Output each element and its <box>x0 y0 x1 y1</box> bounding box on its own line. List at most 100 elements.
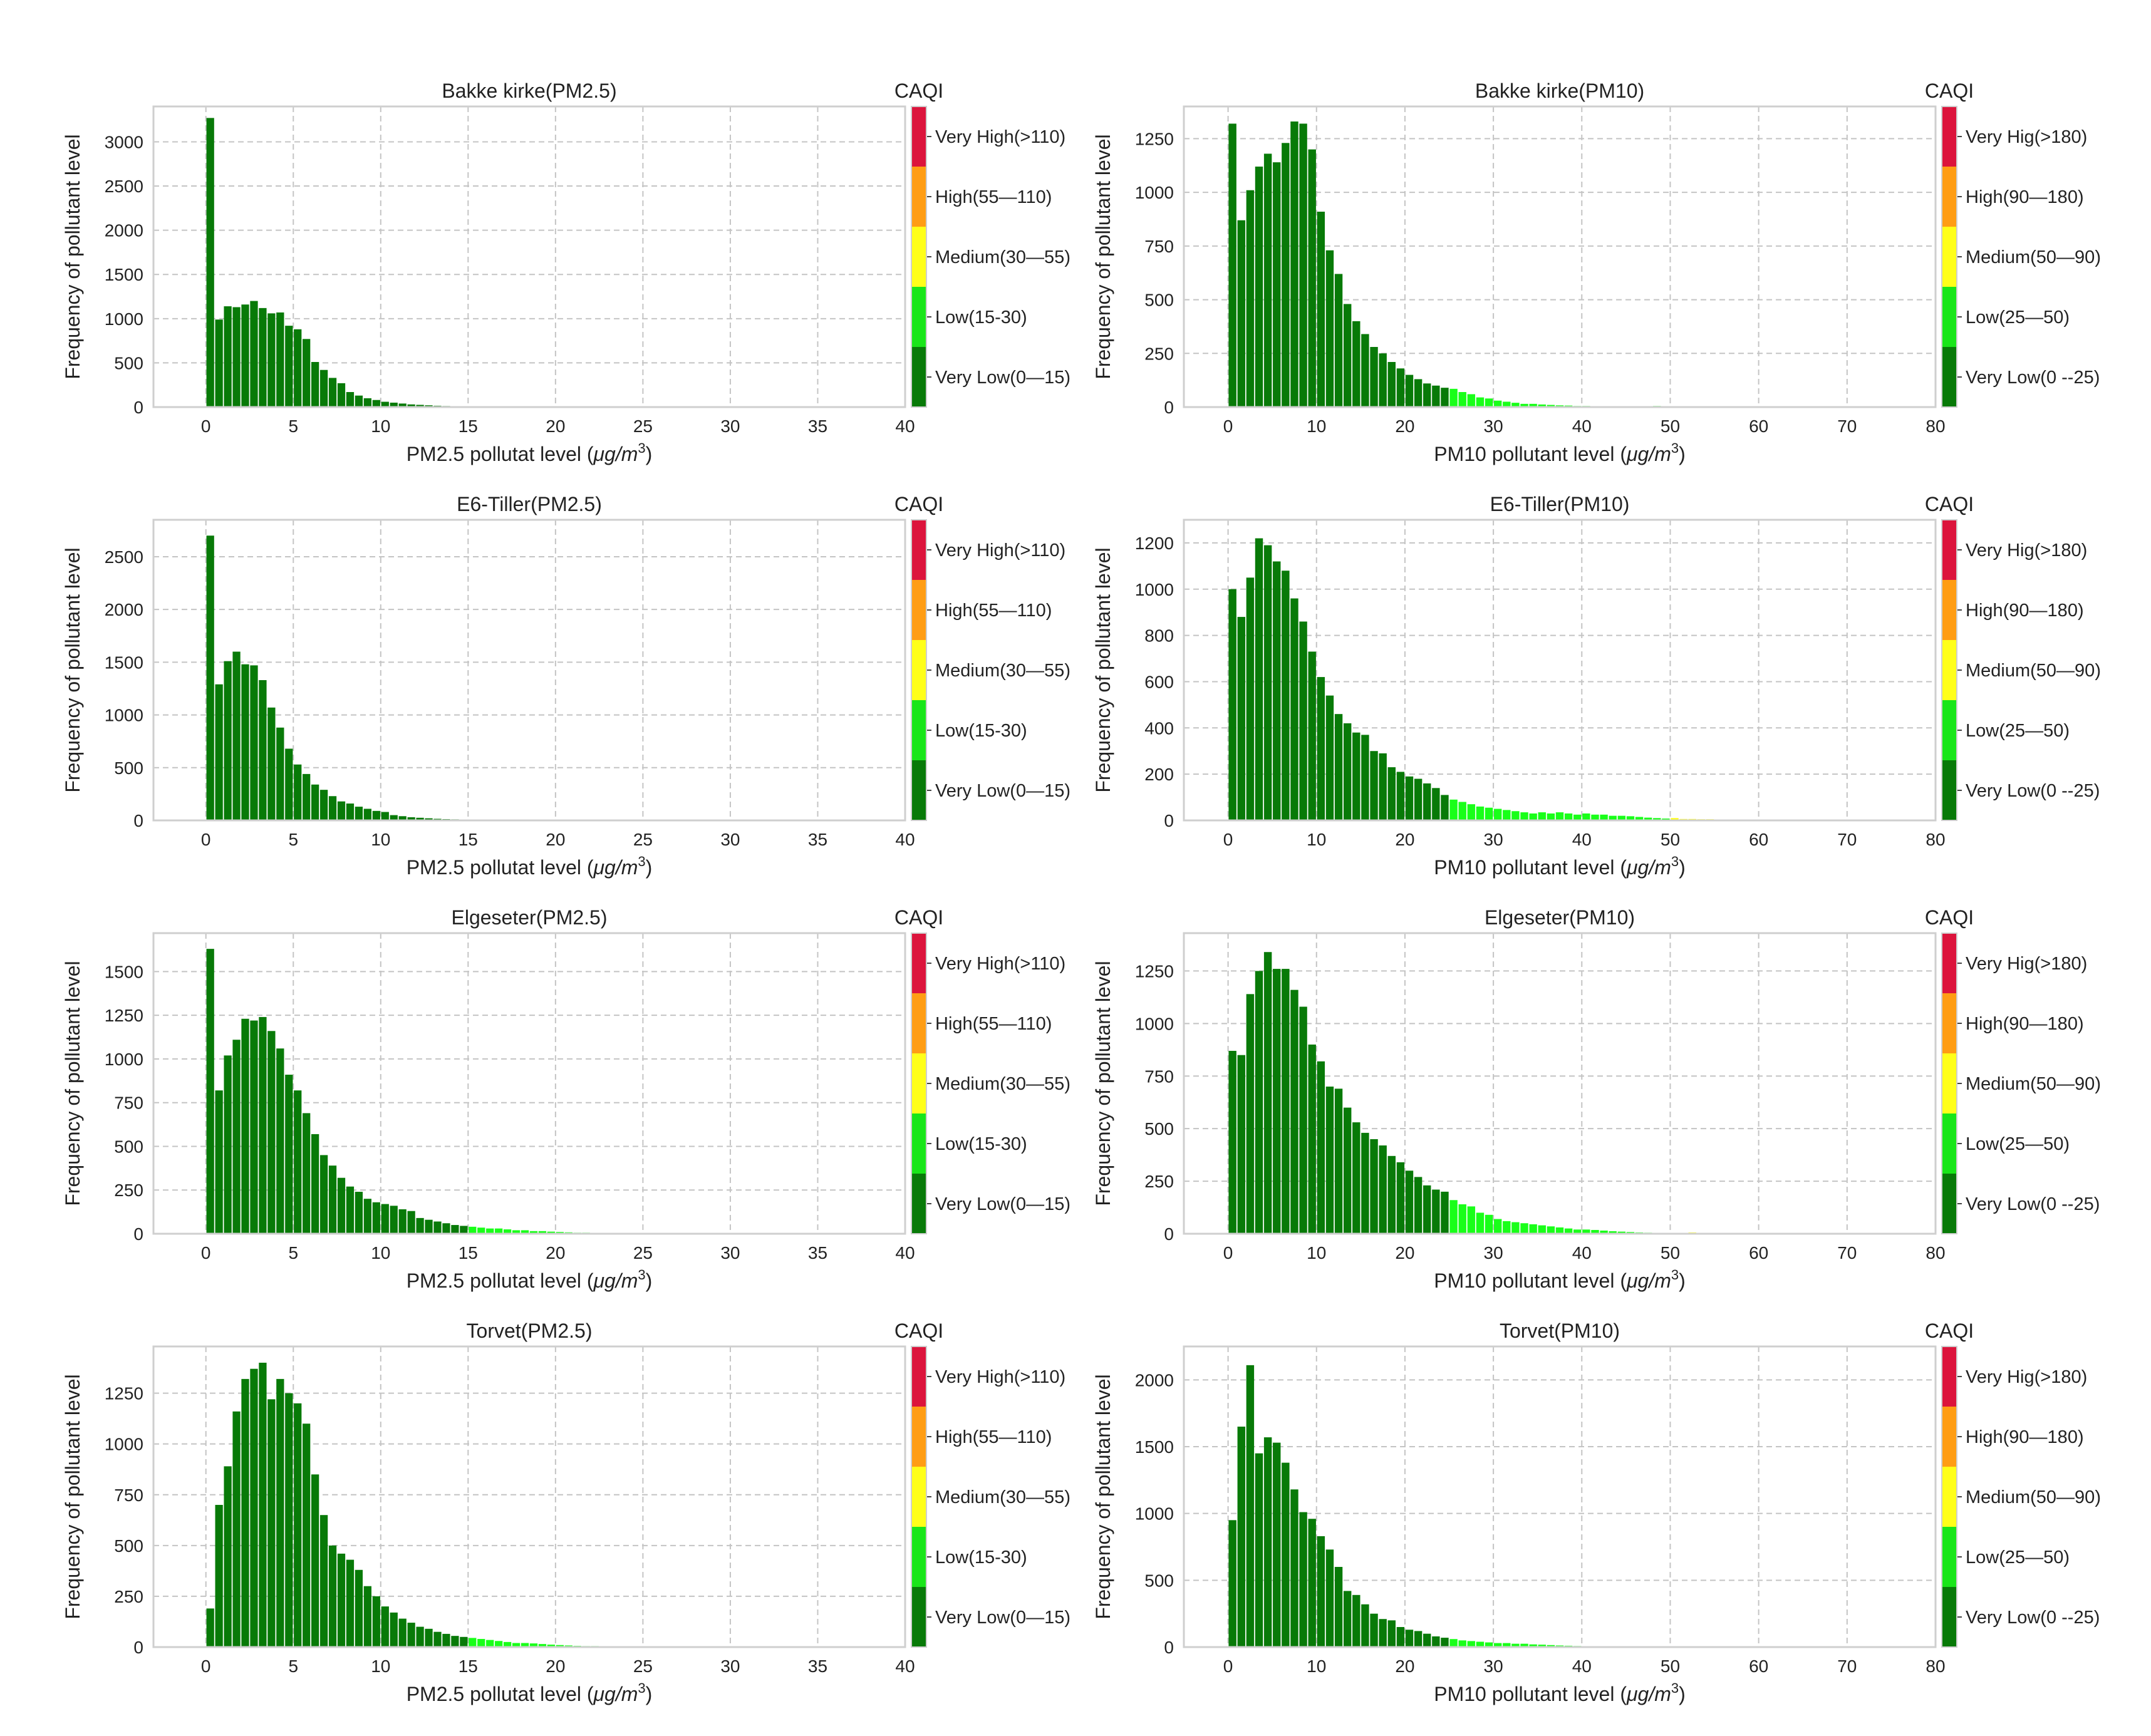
histogram-bar <box>1573 814 1582 820</box>
caqi-legend-label: Medium(50—90) <box>1966 661 2101 681</box>
histogram-bar <box>241 304 249 407</box>
histogram-bar <box>250 1020 258 1234</box>
x-tick-label: 50 <box>1661 1243 1680 1263</box>
x-axis-unit-exponent: 3 <box>638 1267 645 1283</box>
y-tick-label: 750 <box>1144 237 1174 256</box>
histogram-panel: 0 10 20 30 40 50 60 70 80 0 250 500 750 1000 1250 Bakke… <box>1092 80 2101 465</box>
y-tick-label: 1000 <box>105 706 143 725</box>
histogram-bar <box>1273 561 1281 820</box>
x-tick-label: 5 <box>288 1656 298 1676</box>
histogram-bar <box>1334 714 1343 820</box>
y-tick-label: 600 <box>1144 672 1174 691</box>
histogram-bar <box>1555 812 1564 820</box>
y-tick-label: 1000 <box>1135 183 1174 202</box>
x-axis-label: PM10 pollutant level (μg/m3) <box>1434 1267 1686 1292</box>
x-axis-label-close: ) <box>646 443 653 465</box>
x-tick-label: 80 <box>1926 1656 1945 1676</box>
histogram-bar <box>363 809 371 820</box>
histogram-bar <box>425 818 433 820</box>
y-axis-label: Frequency of pollutant level <box>1092 1374 1114 1619</box>
caqi-legend-label: Low(25—50) <box>1966 307 2070 328</box>
histogram-bar <box>1503 1221 1511 1234</box>
x-axis-unit-exponent: 3 <box>1671 440 1679 456</box>
y-tick-label: 2500 <box>105 547 143 567</box>
histogram-bar <box>1343 304 1352 407</box>
histogram-bar <box>486 1228 494 1234</box>
x-axis-label-close: ) <box>646 1683 653 1705</box>
x-tick-label: 5 <box>288 416 298 436</box>
histogram-bar <box>1538 812 1546 820</box>
histogram-bar <box>1485 1642 1493 1647</box>
histogram-bar <box>381 812 389 820</box>
histogram-bar <box>1671 818 1679 820</box>
histogram-bar <box>206 1608 214 1647</box>
x-tick-label: 10 <box>371 416 390 436</box>
histogram-bar <box>1547 1645 1555 1647</box>
caqi-legend-label: Low(15-30) <box>935 1134 1027 1154</box>
x-tick-label: 70 <box>1837 1656 1857 1676</box>
x-axis-unit: μg/m <box>593 1269 638 1292</box>
y-tick-label: 2000 <box>105 600 143 619</box>
histogram-bar <box>521 1643 529 1647</box>
caqi-color-segment <box>911 167 926 227</box>
x-axis-label-text: PM2.5 pollutat level ( <box>407 1683 594 1705</box>
x-tick-label: 0 <box>201 1656 211 1676</box>
histogram-bar <box>503 1641 512 1647</box>
caqi-legend-label: Very Hig(>180) <box>1966 540 2087 561</box>
histogram-bar <box>346 392 355 407</box>
y-tick-label: 1000 <box>105 1050 143 1069</box>
y-tick-label: 1250 <box>1135 961 1174 981</box>
histogram-bar <box>1414 1631 1423 1647</box>
histogram-bar <box>1467 1206 1476 1234</box>
y-tick-label: 1250 <box>105 1006 143 1025</box>
plot-frame <box>152 519 906 822</box>
y-tick-label: 750 <box>1144 1067 1174 1086</box>
histogram-bar <box>1538 404 1546 407</box>
plot-frame <box>1183 1345 1937 1648</box>
caqi-legend-label: Very Hig(>180) <box>1966 1367 2087 1387</box>
x-tick-label: 15 <box>459 1243 478 1263</box>
histogram-bar <box>1361 735 1369 820</box>
histogram-bar <box>250 1368 258 1647</box>
histogram-bar <box>337 1177 346 1234</box>
histogram-bar <box>1343 1107 1352 1234</box>
histogram-bar <box>1511 1643 1520 1647</box>
histogram-bar <box>285 1075 293 1234</box>
x-tick-label: 20 <box>1395 416 1414 436</box>
caqi-color-segment <box>1942 760 1957 820</box>
histogram-bar <box>1255 167 1263 407</box>
histogram-bar <box>224 661 232 820</box>
histogram-bar <box>1308 651 1316 820</box>
y-tick-label: 800 <box>1144 626 1174 646</box>
histogram-bar <box>1387 1620 1396 1647</box>
histogram-bar <box>381 401 389 407</box>
histogram-bar <box>206 118 214 407</box>
x-tick-label: 40 <box>895 416 915 436</box>
x-axis-label-text: PM10 pollutant level ( <box>1434 443 1627 465</box>
caqi-color-segment <box>1942 933 1957 993</box>
histogram-bar <box>1573 1229 1582 1234</box>
histogram-bar <box>1290 1489 1298 1647</box>
y-tick-label: 2000 <box>1135 1370 1174 1390</box>
histogram-bar <box>1370 1139 1378 1234</box>
caqi-color-segment <box>1942 640 1957 700</box>
x-tick-label: 25 <box>633 1656 653 1676</box>
histogram-bar <box>442 1223 450 1234</box>
caqi-legend-label: Low(15-30) <box>935 721 1027 741</box>
x-axis-label-text: PM2.5 pollutat level ( <box>407 1269 594 1292</box>
histogram-bar <box>1511 811 1520 820</box>
histogram-bar <box>1396 368 1405 407</box>
histogram-bar <box>1458 802 1466 820</box>
x-tick-label: 0 <box>1223 416 1233 436</box>
caqi-legend-label: Medium(50—90) <box>1966 1487 2101 1507</box>
histogram-bar <box>328 1165 337 1234</box>
x-axis-unit-exponent: 3 <box>1671 854 1679 869</box>
y-tick-label: 0 <box>1164 811 1174 830</box>
histogram-bar <box>433 1221 442 1234</box>
x-tick-label: 0 <box>201 830 211 849</box>
x-tick-label: 80 <box>1926 1243 1945 1263</box>
histogram-bar <box>1299 1006 1307 1234</box>
histogram-bar <box>1246 577 1255 820</box>
histogram-bar <box>363 1586 371 1647</box>
histogram-bar <box>1520 1223 1528 1234</box>
